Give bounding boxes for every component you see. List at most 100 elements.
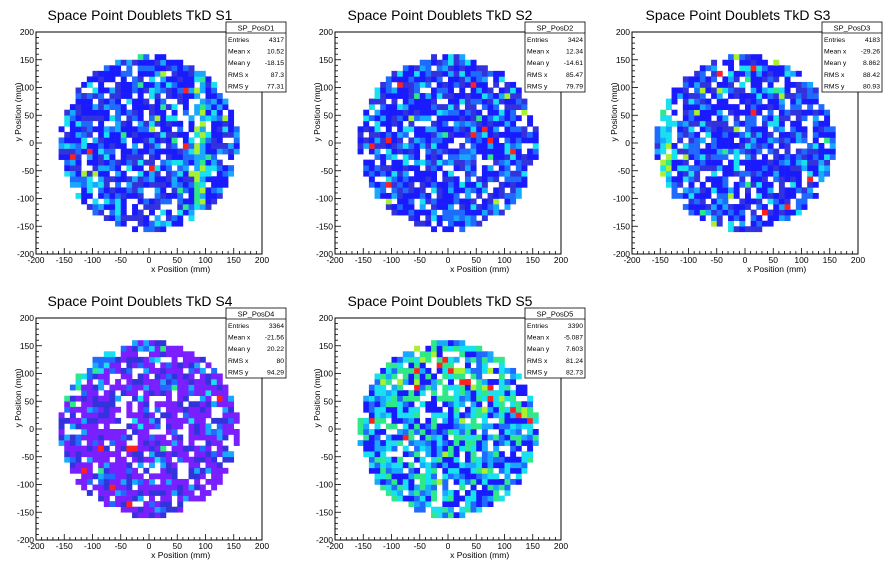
stats-histogram-name: SP_PosD3 (834, 24, 871, 33)
heatmap-bin (665, 126, 672, 133)
heatmap-bin (363, 165, 370, 172)
heatmap-bin (103, 165, 110, 172)
heatmap-bin (149, 65, 155, 72)
heatmap-bin (493, 445, 500, 452)
y-axis-title: y Position (mm) (312, 82, 322, 141)
heatmap-bin (694, 187, 701, 194)
heatmap-bin (767, 65, 774, 72)
heatmap-bin (154, 215, 161, 221)
heatmap-bin (790, 81, 797, 88)
heatmap-bin (705, 143, 712, 149)
heatmap-bin (391, 187, 398, 194)
x-tick-label: 100 (497, 255, 511, 265)
heatmap-bin (374, 170, 381, 177)
heatmap-bin (216, 395, 223, 402)
heatmap-bin (824, 109, 831, 116)
heatmap-bin (132, 356, 138, 363)
heatmap-bin (149, 379, 155, 385)
heatmap-bin (126, 65, 133, 72)
heatmap-bin (154, 181, 161, 188)
heatmap-bin (211, 484, 218, 491)
heatmap-bin (132, 467, 138, 474)
heatmap-bin (677, 181, 684, 188)
heatmap-bin (177, 187, 184, 194)
heatmap-bin (464, 429, 471, 435)
heatmap-bin (154, 423, 161, 430)
heatmap-bin (448, 473, 454, 480)
heatmap-bin (414, 417, 421, 424)
heatmap-bin (165, 451, 172, 458)
heatmap-bin (211, 384, 218, 391)
heatmap-bin (109, 93, 116, 99)
heatmap-bin (380, 154, 387, 160)
heatmap-bin (397, 176, 404, 183)
heatmap-bin (98, 98, 105, 105)
heatmap-bin (476, 473, 483, 480)
stats-label: Mean x (527, 335, 550, 342)
heatmap-bin (414, 215, 421, 221)
heatmap-bin (470, 76, 477, 83)
heatmap-bin (126, 176, 133, 183)
heatmap-bin (165, 137, 172, 144)
heatmap-bin (425, 490, 432, 496)
heatmap-bin (756, 70, 763, 77)
heatmap-bin (402, 154, 409, 160)
panel-1: Space Point Doublets TkD S1-200 -150 -100-… (13, 7, 287, 274)
heatmap-bin (211, 456, 218, 463)
heatmap-bin (81, 198, 88, 205)
heatmap-bin (205, 406, 212, 413)
heatmap-bin (385, 120, 392, 127)
heatmap-bin (527, 417, 534, 424)
heatmap-bin (75, 148, 82, 155)
heatmap-bin (750, 104, 757, 110)
heatmap-bin (64, 456, 71, 463)
heatmap-bin (154, 367, 161, 374)
heatmap-bin (711, 187, 718, 194)
heatmap-bin (98, 165, 105, 172)
heatmap-bin (216, 98, 223, 105)
heatmap-bin (481, 473, 488, 480)
heatmap-bin (182, 65, 189, 72)
heatmap-bin (132, 81, 138, 88)
heatmap-bin (728, 70, 734, 77)
heatmap-bin (414, 70, 421, 77)
heatmap-bin (510, 81, 517, 88)
heatmap-bin (165, 345, 172, 352)
heatmap-bin (165, 484, 172, 491)
heatmap-bin (211, 451, 218, 458)
heatmap-bin (199, 159, 206, 166)
heatmap-bin (453, 198, 460, 205)
heatmap-bin (442, 187, 449, 194)
heatmap-bin (745, 115, 751, 122)
x-tick-label: 100 (198, 541, 212, 551)
heatmap-bin (402, 356, 409, 363)
heatmap-bin (92, 70, 99, 77)
heatmap-bin (510, 115, 517, 122)
stats-label: RMS y (228, 369, 249, 376)
heatmap-bin (228, 109, 235, 116)
heatmap-bin (665, 137, 672, 144)
heatmap-bin (182, 131, 189, 138)
panel-title: Space Point Doublets TkD S3 (646, 7, 831, 23)
heatmap-bin (222, 467, 229, 474)
heatmap-bin (109, 395, 116, 402)
stats-label: Mean y (527, 60, 550, 67)
stats-label: Mean y (228, 346, 251, 353)
heatmap-bin (756, 226, 763, 233)
heatmap-bin (391, 109, 398, 116)
heatmap-bin (86, 445, 93, 452)
heatmap-bin (380, 384, 387, 391)
axis-ticks (35, 31, 263, 255)
heatmap-bin (778, 104, 785, 110)
heatmap-bin (86, 143, 93, 149)
heatmap-bin (481, 215, 488, 221)
heatmap-bin (194, 429, 201, 435)
heatmap-bin (515, 429, 522, 435)
heatmap-bin (431, 148, 437, 155)
heatmap-bin (103, 456, 110, 463)
heatmap-bin (385, 192, 392, 199)
heatmap-bin (476, 115, 483, 122)
heatmap-bin (137, 54, 144, 61)
heatmap-bin (739, 87, 746, 94)
heatmap-bin (671, 143, 678, 149)
